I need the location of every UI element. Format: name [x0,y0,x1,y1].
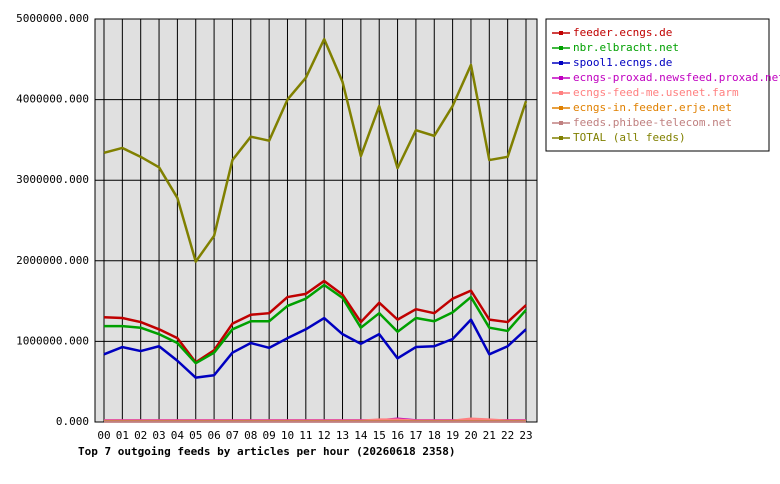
x-tick-label: 23 [519,429,532,442]
legend-marker [559,76,563,80]
x-tick-label: 13 [336,429,349,442]
legend-box [545,18,770,152]
x-tick-label: 07 [226,429,239,442]
chart-title: Top 7 outgoing feeds by articles per hou… [78,445,456,458]
legend-marker [559,91,563,95]
x-tick-label: 17 [409,429,422,442]
x-tick-label: 05 [189,429,202,442]
legend-marker [559,31,563,35]
x-tick-label: 06 [207,429,220,442]
x-tick-label: 00 [97,429,110,442]
x-tick-label: 09 [263,429,276,442]
x-tick-label: 15 [373,429,386,442]
x-tick-label: 14 [354,429,368,442]
legend-label: feeds.phibee-telecom.net [573,116,732,129]
legend-marker [559,46,563,50]
y-tick-label: 3000000.000 [16,173,89,186]
y-tick-label: 4000000.000 [16,93,89,106]
series-line [103,37,528,263]
legend-marker [559,136,563,140]
legend-marker [559,106,563,110]
x-tick-label: 08 [244,429,257,442]
legend-label: spool1.ecngs.de [573,56,672,69]
series-line [104,283,527,365]
legend-label: ecngs-proxad.newsfeed.proxad.net [573,71,780,84]
legend-marker [559,61,563,65]
x-tick-label: 18 [428,429,441,442]
y-tick-label: 1000000.000 [16,334,89,347]
legend-label: ecngs-in.feeder.erje.net [573,101,732,114]
legend-label: TOTAL (all feeds) [573,131,686,144]
legend-label: feeder.ecngs.de [573,26,672,39]
series-line [103,316,527,379]
x-tick-label: 03 [152,429,165,442]
x-tick-label: 22 [501,429,514,442]
legend-label: ecngs-feed-me.usenet.farm [573,86,739,99]
y-tick-label: 0.000 [56,415,89,428]
x-tick-label: 04 [171,429,185,442]
x-tick-label: 11 [299,429,312,442]
series-line [103,279,527,364]
y-tick-label: 2000000.000 [16,254,89,267]
legend-marker [559,121,563,125]
x-tick-label: 16 [391,429,404,442]
x-tick-label: 02 [134,429,147,442]
x-tick-label: 12 [318,429,331,442]
x-tick-label: 01 [116,429,129,442]
x-tick-label: 20 [464,429,477,442]
x-tick-label: 21 [483,429,496,442]
x-tick-label: 19 [446,429,459,442]
x-tick-label: 10 [281,429,294,442]
legend-label: nbr.elbracht.net [573,41,679,54]
y-tick-label: 5000000.000 [16,12,89,25]
